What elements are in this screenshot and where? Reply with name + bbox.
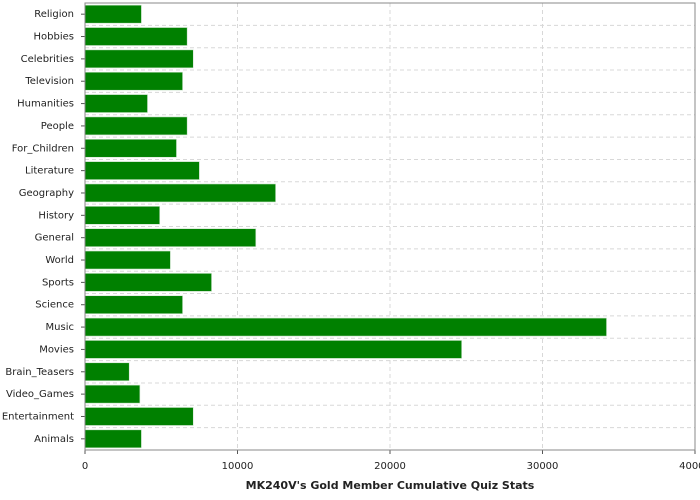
y-tick-label: Video_Games — [6, 389, 74, 400]
bar — [84, 407, 194, 426]
y-tick-label: Hobbies — [34, 32, 74, 43]
bar — [84, 228, 257, 247]
bar — [84, 183, 276, 203]
y-tick-label: World — [45, 255, 74, 266]
bar — [84, 362, 130, 382]
y-tick-label: General — [35, 233, 74, 244]
bar — [84, 71, 183, 91]
bar — [84, 429, 142, 449]
y-tick-label: Music — [46, 322, 74, 333]
y-tick-label: For_Children — [12, 143, 74, 154]
bar — [84, 206, 161, 225]
x-tick-label: 10000 — [222, 461, 254, 472]
y-tick-label: Humanities — [17, 99, 74, 110]
x-tick-label: 0 — [82, 461, 88, 472]
y-tick-label: Celebrities — [21, 54, 74, 65]
y-tick-label: Entertainment — [2, 411, 74, 422]
x-axis-label: MK240V's Gold Member Cumulative Quiz Sta… — [246, 479, 535, 492]
y-tick-label: Geography — [19, 188, 74, 199]
bar — [84, 250, 171, 270]
plot-frame — [84, 2, 696, 451]
y-tick-label: Sports — [42, 277, 74, 288]
y-tick-label: Religion — [34, 9, 74, 20]
y-tick-label: Television — [24, 76, 74, 87]
y-tick-label: People — [41, 121, 74, 132]
bar — [84, 295, 183, 315]
bar — [84, 116, 188, 136]
y-tick-label: History — [38, 210, 74, 221]
bar — [84, 49, 194, 69]
bar — [84, 27, 188, 46]
x-tick-label: 40000 — [679, 461, 700, 472]
bar — [84, 4, 142, 24]
x-tick-label: 30000 — [527, 461, 559, 472]
bar — [84, 384, 141, 404]
y-tick-label: Movies — [39, 344, 74, 355]
x-tick-label: 20000 — [374, 461, 406, 472]
y-tick-label: Literature — [25, 166, 74, 177]
bar — [84, 161, 200, 180]
bar — [84, 94, 148, 113]
y-tick-label: Animals — [34, 434, 74, 445]
bar — [84, 138, 177, 158]
y-tick-label: Science — [35, 300, 74, 311]
bar — [84, 340, 462, 359]
bar — [84, 317, 607, 337]
y-tick-label: Brain_Teasers — [5, 367, 74, 378]
bar — [84, 273, 212, 292]
